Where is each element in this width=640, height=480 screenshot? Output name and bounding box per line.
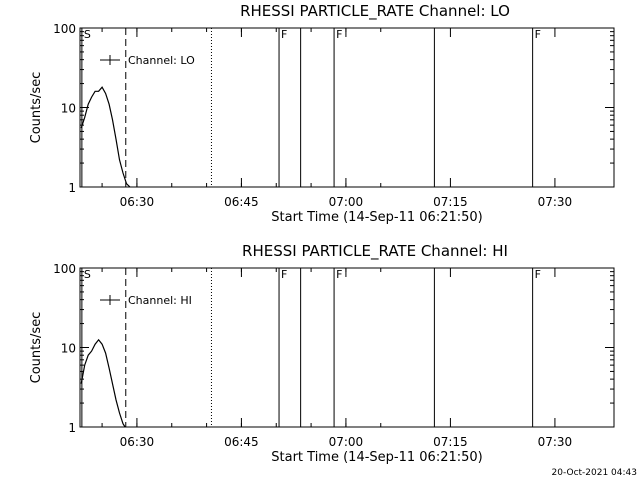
channel-hi-panel: RHESSI PARTICLE_RATE Channel: HI 1 10 100 06…	[29, 242, 615, 465]
x-tick-label: 06:45	[224, 435, 259, 449]
event-marker-label: F	[336, 268, 342, 281]
rate-series-line	[80, 338, 126, 428]
y-tick-label: 1	[68, 181, 76, 195]
rate-series-line	[80, 86, 131, 188]
x-tick-label: 07:30	[538, 435, 573, 449]
y-tick-label: 10	[61, 342, 76, 356]
event-marker-label: F	[281, 28, 287, 41]
y-tick-label: 100	[53, 262, 76, 276]
chart-title: RHESSI PARTICLE_RATE Channel: LO	[240, 2, 510, 21]
event-marker-label: F	[336, 28, 342, 41]
event-marker-label: F	[535, 268, 541, 281]
chart-title: RHESSI PARTICLE_RATE Channel: HI	[242, 242, 508, 261]
event-marker-label: F	[535, 28, 541, 41]
x-tick-label: 07:30	[538, 195, 573, 209]
event-marker-label: F	[281, 268, 287, 281]
y-axis-title: Counts/sec	[29, 72, 44, 144]
y-axis-title: Counts/sec	[29, 312, 44, 384]
plot-frame	[79, 27, 615, 188]
event-marker-label: S	[84, 28, 91, 41]
y-tick-label: 10	[61, 102, 76, 116]
x-tick-label: 07:15	[433, 195, 468, 209]
y-tick-label: 100	[53, 22, 76, 36]
legend-label: Channel: LO	[128, 54, 195, 67]
x-tick-label: 07:15	[433, 435, 468, 449]
x-tick-label: 06:30	[120, 195, 155, 209]
event-marker-label: S	[84, 268, 91, 281]
y-tick-label: 1	[68, 421, 76, 435]
channel-lo-panel: RHESSI PARTICLE_RATE Channel: LO 1 10 100 06…	[29, 2, 615, 225]
x-tick-label: 07:00	[329, 435, 364, 449]
x-tick-label: 06:30	[120, 435, 155, 449]
x-axis-title: Start Time (14-Sep-11 06:21:50)	[271, 210, 482, 225]
x-tick-label: 06:45	[224, 195, 259, 209]
legend-label: Channel: HI	[128, 294, 192, 307]
x-axis-title: Start Time (14-Sep-11 06:21:50)	[271, 450, 482, 465]
plot-frame	[79, 267, 615, 428]
footer-timestamp: 20-Oct-2021 04:43	[552, 468, 637, 478]
x-tick-label: 07:00	[329, 195, 364, 209]
